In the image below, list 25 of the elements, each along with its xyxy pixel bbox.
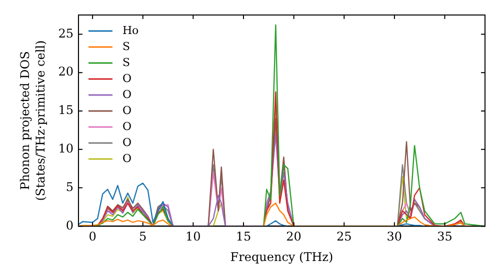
y-tick-label: 25	[58, 26, 74, 40]
y-tick-label: 10	[58, 142, 74, 156]
legend-label: Ho	[122, 24, 140, 37]
legend-label: S	[122, 40, 130, 53]
x-tick-label: 15	[236, 230, 252, 244]
x-axis-title: Frequency (THz)	[230, 250, 334, 264]
legend-label: O	[122, 72, 132, 85]
legend-label: O	[122, 136, 132, 149]
x-tick-label: 5	[139, 230, 147, 244]
legend-label: O	[122, 104, 132, 117]
y-tick-label: 15	[58, 103, 74, 118]
x-tick-label: 30	[386, 230, 402, 244]
legend-label: O	[122, 120, 132, 133]
legend-label: O	[122, 152, 132, 165]
x-tick-label: 20	[286, 230, 302, 244]
y-tick-label: 20	[58, 64, 74, 79]
y-tick-label: 5	[66, 180, 74, 194]
x-tick-label: 25	[336, 230, 352, 244]
legend-label: O	[122, 88, 132, 101]
x-tick-label: 0	[88, 230, 96, 244]
y-axis-title: Phonon projected DOS (States/THz·primitive cell)	[18, 40, 48, 201]
legend-label: S	[122, 56, 130, 69]
x-tick-label: 10	[186, 230, 201, 244]
y-tick-label: 0	[66, 218, 74, 232]
x-tick-label: 35	[437, 230, 452, 244]
